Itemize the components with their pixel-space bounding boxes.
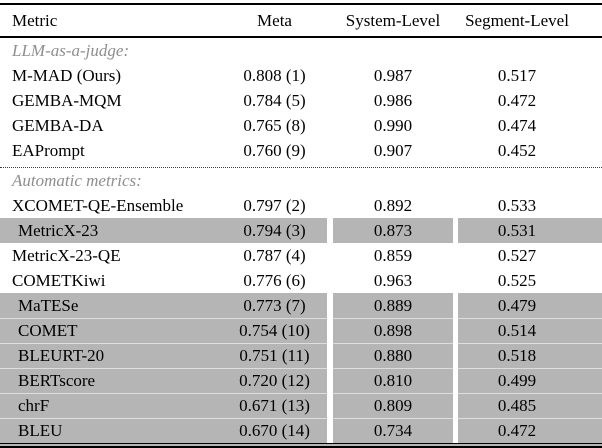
segment-level-cell: 0.527 (497, 246, 537, 265)
table-row: BLEU 0.670 (14) 0.734 0.472 (0, 418, 602, 443)
section-header-row: LLM-as-a-judge: (0, 38, 602, 63)
column-header-metric: Metric (12, 11, 58, 30)
metric-cell: M-MAD (Ours) (12, 66, 122, 85)
system-level-cell: 0.880 (327, 343, 458, 368)
metric-cell: MetricX-23-QE (12, 246, 121, 265)
bottom-rule-thin (0, 443, 602, 444)
meta-cell: 0.773 (7) (222, 293, 327, 318)
top-rule (0, 3, 602, 5)
metric-cell: BLEU (0, 418, 222, 443)
section-label: LLM-as-a-judge: (12, 41, 130, 60)
metric-cell: GEMBA-DA (12, 116, 104, 135)
segment-level-cell: 0.499 (458, 368, 602, 393)
bottom-rule-gap (0, 444, 602, 446)
meta-cell: 0.787 (4) (243, 246, 306, 265)
table-row: MaTESe 0.773 (7) 0.889 0.479 (0, 293, 602, 318)
metric-cell: BLEURT-20 (0, 343, 222, 368)
metric-cell: BERTscore (0, 368, 222, 393)
table-row: BLEURT-20 0.751 (11) 0.880 0.518 (0, 343, 602, 368)
system-level-cell: 0.907 (373, 141, 413, 160)
table-row: MetricX-23 0.794 (3) 0.873 0.531 (0, 218, 602, 243)
segment-level-cell: 0.517 (497, 66, 537, 85)
segment-level-cell: 0.485 (458, 393, 602, 418)
table-row: GEMBA-DA 0.765 (8) 0.990 0.474 (0, 113, 602, 138)
system-level-cell: 0.986 (373, 91, 413, 110)
table-row: COMET 0.754 (10) 0.898 0.514 (0, 318, 602, 343)
meta-cell: 0.797 (2) (243, 196, 306, 215)
meta-cell: 0.671 (13) (222, 393, 327, 418)
segment-level-cell: 0.525 (497, 271, 537, 290)
segment-level-cell: 0.518 (458, 343, 602, 368)
table-row: COMETKiwi 0.776 (6) 0.963 0.525 (0, 268, 602, 293)
segment-level-cell: 0.533 (497, 196, 537, 215)
meta-cell: 0.808 (1) (243, 66, 306, 85)
system-level-cell: 0.809 (327, 393, 458, 418)
metric-cell: MaTESe (0, 293, 222, 318)
metric-cell: EAPrompt (12, 141, 85, 160)
table-body: LLM-as-a-judge: M-MAD (Ours) 0.808 (1) 0.98… (0, 38, 602, 443)
column-header-system-level: System-Level (345, 11, 441, 30)
meta-cell: 0.765 (8) (243, 116, 306, 135)
table-row: M-MAD (Ours) 0.808 (1) 0.987 0.517 (0, 63, 602, 88)
table-row: XCOMET-QE-Ensemble 0.797 (2) 0.892 0.533 (0, 193, 602, 218)
table-row: GEMBA-MQM 0.784 (5) 0.986 0.472 (0, 88, 602, 113)
segment-level-cell: 0.474 (497, 116, 537, 135)
segment-level-cell: 0.514 (458, 318, 602, 343)
segment-level-cell: 0.472 (497, 91, 537, 110)
meta-cell: 0.776 (6) (243, 271, 306, 290)
header-rule (0, 36, 602, 38)
system-level-cell: 0.898 (327, 318, 458, 343)
column-header-meta: Meta (257, 11, 292, 30)
meta-cell: 0.670 (14) (222, 418, 327, 443)
bottom-rule-thick (0, 446, 602, 448)
metric-cell: chrF (0, 393, 222, 418)
system-level-cell: 0.889 (327, 293, 458, 318)
table-header-row: Metric Meta System-Level Segment-Level (0, 5, 602, 36)
table-row: MetricX-23-QE 0.787 (4) 0.859 0.527 (0, 243, 602, 268)
table-row: BERTscore 0.720 (12) 0.810 0.499 (0, 368, 602, 393)
segment-level-cell: 0.452 (497, 141, 537, 160)
system-level-cell: 0.990 (373, 116, 413, 135)
meta-cell: 0.720 (12) (222, 368, 327, 393)
metric-cell: MetricX-23 (0, 218, 222, 243)
table-row: EAPrompt 0.760 (9) 0.907 0.452 (0, 138, 602, 163)
metric-cell: COMET (0, 318, 222, 343)
metrics-table: Metric Meta System-Level Segment-Level L… (0, 3, 602, 448)
system-level-cell: 0.963 (373, 271, 413, 290)
segment-level-cell: 0.479 (458, 293, 602, 318)
section-header-row: Automatic metrics: (0, 167, 602, 193)
column-header-segment-level: Segment-Level (465, 11, 569, 30)
meta-cell: 0.784 (5) (243, 91, 306, 110)
meta-cell: 0.794 (3) (222, 218, 327, 243)
segment-level-cell: 0.531 (458, 218, 602, 243)
meta-cell: 0.760 (9) (243, 141, 306, 160)
segment-level-cell: 0.472 (458, 418, 602, 443)
system-level-cell: 0.810 (327, 368, 458, 393)
system-level-cell: 0.892 (373, 196, 413, 215)
meta-cell: 0.754 (10) (222, 318, 327, 343)
metric-cell: GEMBA-MQM (12, 91, 122, 110)
section-label: Automatic metrics: (12, 171, 142, 190)
meta-cell: 0.751 (11) (222, 343, 327, 368)
table-row: chrF 0.671 (13) 0.809 0.485 (0, 393, 602, 418)
system-level-cell: 0.873 (327, 218, 458, 243)
metric-cell: COMETKiwi (12, 271, 106, 290)
system-level-cell: 0.859 (373, 246, 413, 265)
system-level-cell: 0.987 (373, 66, 413, 85)
system-level-cell: 0.734 (327, 418, 458, 443)
metric-cell: XCOMET-QE-Ensemble (12, 196, 184, 215)
